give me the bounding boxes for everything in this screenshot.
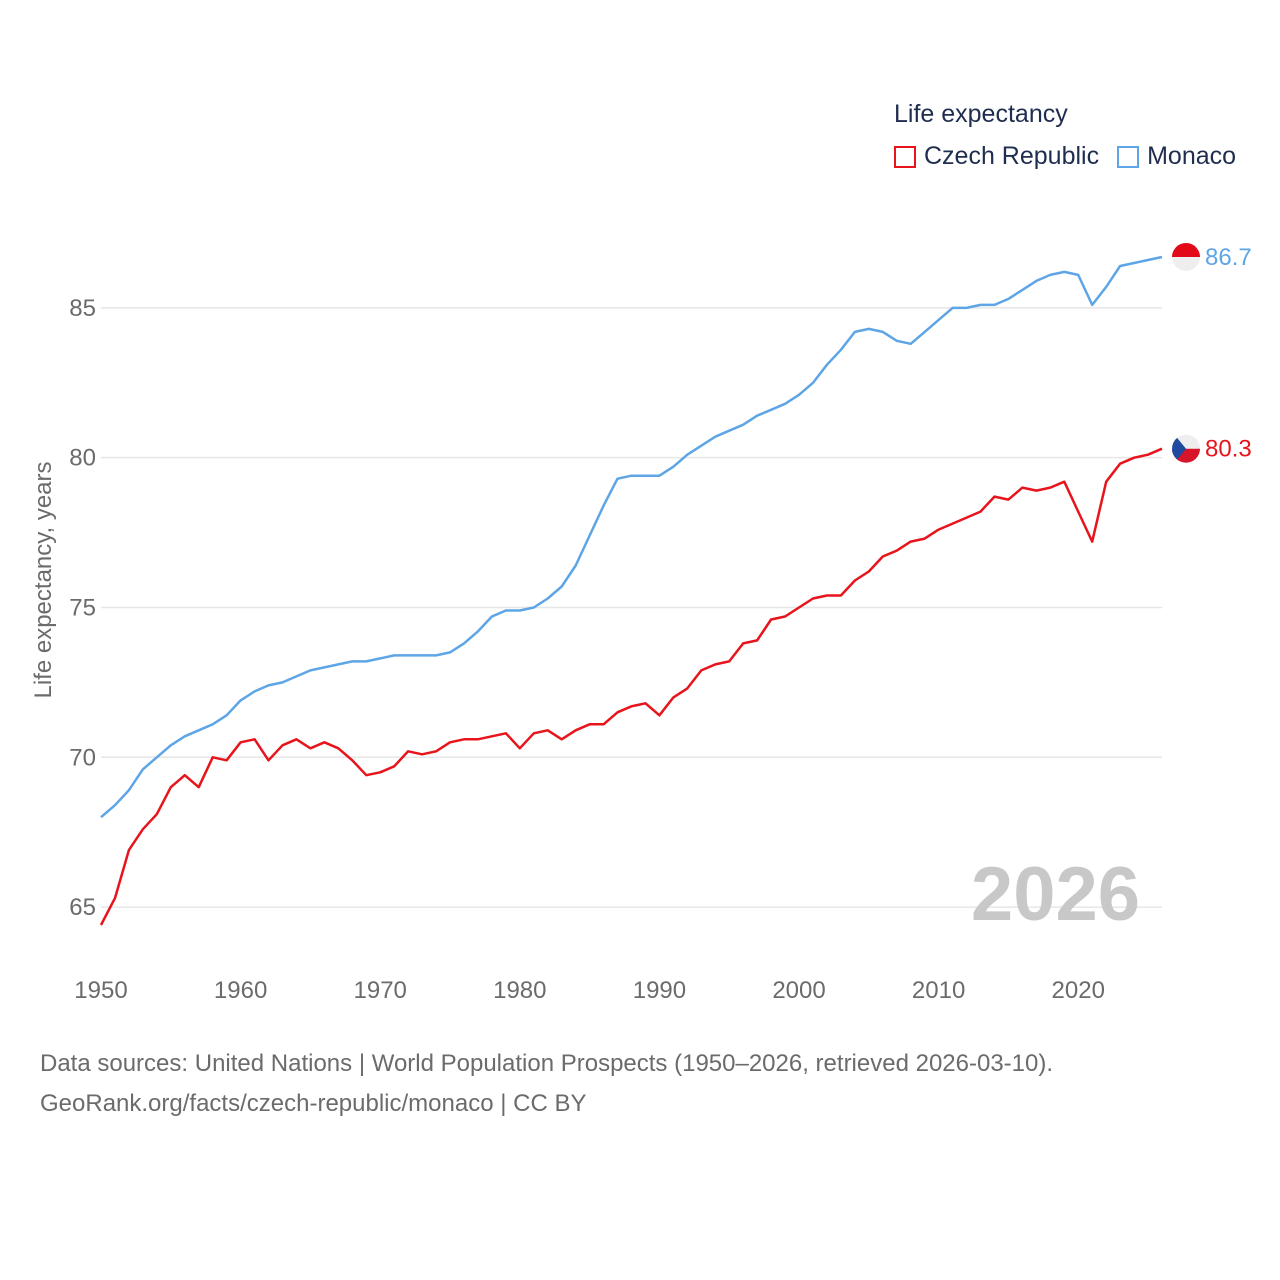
flag-icon-czech-republic: [1172, 434, 1200, 463]
x-tick-label: 1950: [74, 977, 127, 1004]
x-tick-label: 1960: [214, 977, 267, 1004]
legend-item-monaco[interactable]: Monaco: [1117, 142, 1236, 171]
legend-label-monaco: Monaco: [1147, 142, 1237, 170]
end-markers: 80.3 86.7: [1172, 242, 1252, 463]
source-line-2[interactable]: GeoRank.org/facts/czech-republic/monaco …: [40, 1090, 587, 1117]
series-line-monaco[interactable]: [100, 255, 1163, 819]
x-tick-label: 2020: [1052, 977, 1105, 1004]
x-tick-label: 2010: [912, 977, 965, 1004]
legend-item-czech-republic[interactable]: Czech Republic: [894, 142, 1099, 171]
y-tick-label: 70: [69, 744, 96, 771]
y-tick-label: 65: [69, 894, 96, 921]
source-note: Data sources: United Nations | World Pop…: [40, 1044, 1053, 1124]
y-axis-label: Life expectancy, years: [30, 461, 57, 698]
legend-label-czech-republic: Czech Republic: [924, 142, 1100, 170]
y-tick-label: 80: [69, 445, 96, 472]
y-tick-label: 75: [69, 594, 96, 621]
series-line-czech-republic[interactable]: [99, 447, 1163, 926]
x-tick-label: 1970: [354, 977, 407, 1004]
source-line-1: Data sources: United Nations | World Pop…: [40, 1050, 1054, 1077]
legend: Czech Republic Monaco: [894, 142, 1254, 171]
legend-swatch-czech-republic: [894, 145, 916, 168]
y-axis-ticks: 65 70 75 80 85: [69, 295, 96, 921]
y-tick-label: 85: [69, 295, 96, 322]
end-value-label-monaco: 86.7: [1205, 244, 1252, 271]
x-tick-label: 1980: [493, 977, 546, 1004]
x-tick-label: 2000: [772, 977, 825, 1004]
x-tick-label: 1990: [633, 977, 686, 1004]
end-value-label-czech-republic: 80.3: [1205, 436, 1252, 463]
series-lines: [99, 255, 1163, 926]
year-watermark: 2026: [971, 852, 1140, 937]
x-axis-ticks: 1950 1960 1970 1980 1990 2000 2010 2020: [74, 977, 1105, 1004]
legend-swatch-monaco: [1117, 145, 1140, 168]
flag-icon-monaco: [1172, 242, 1200, 271]
legend-title: Life expectancy: [894, 100, 1068, 128]
grid-lines: [101, 307, 1162, 908]
